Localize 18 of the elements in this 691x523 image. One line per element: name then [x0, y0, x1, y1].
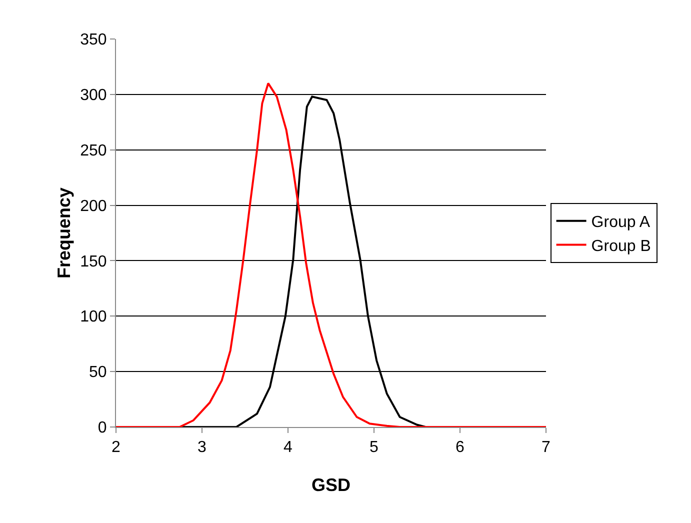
x-tick-label: 6 [456, 439, 465, 456]
x-tick-label: 2 [112, 439, 121, 456]
y-tick-label: 250 [80, 142, 107, 160]
y-axis-title: Frequency [54, 187, 74, 279]
x-tick-label: 4 [284, 439, 293, 456]
y-tick-label: 350 [80, 32, 107, 49]
y-tick-label: 300 [80, 87, 107, 104]
y-tick-label: 100 [80, 308, 107, 326]
legend-label: Group B [591, 238, 651, 255]
y-tick-label: 200 [80, 198, 107, 215]
x-tick-label: 5 [370, 439, 379, 456]
y-tick-label: 150 [80, 253, 107, 270]
x-tick-label: 3 [198, 439, 207, 456]
legend-label: Group A [591, 214, 650, 232]
x-tick-label: 7 [542, 439, 551, 456]
x-axis-title: GSD [311, 475, 351, 495]
y-tick-label: 50 [89, 364, 107, 382]
y-tick-label: 0 [98, 420, 107, 437]
